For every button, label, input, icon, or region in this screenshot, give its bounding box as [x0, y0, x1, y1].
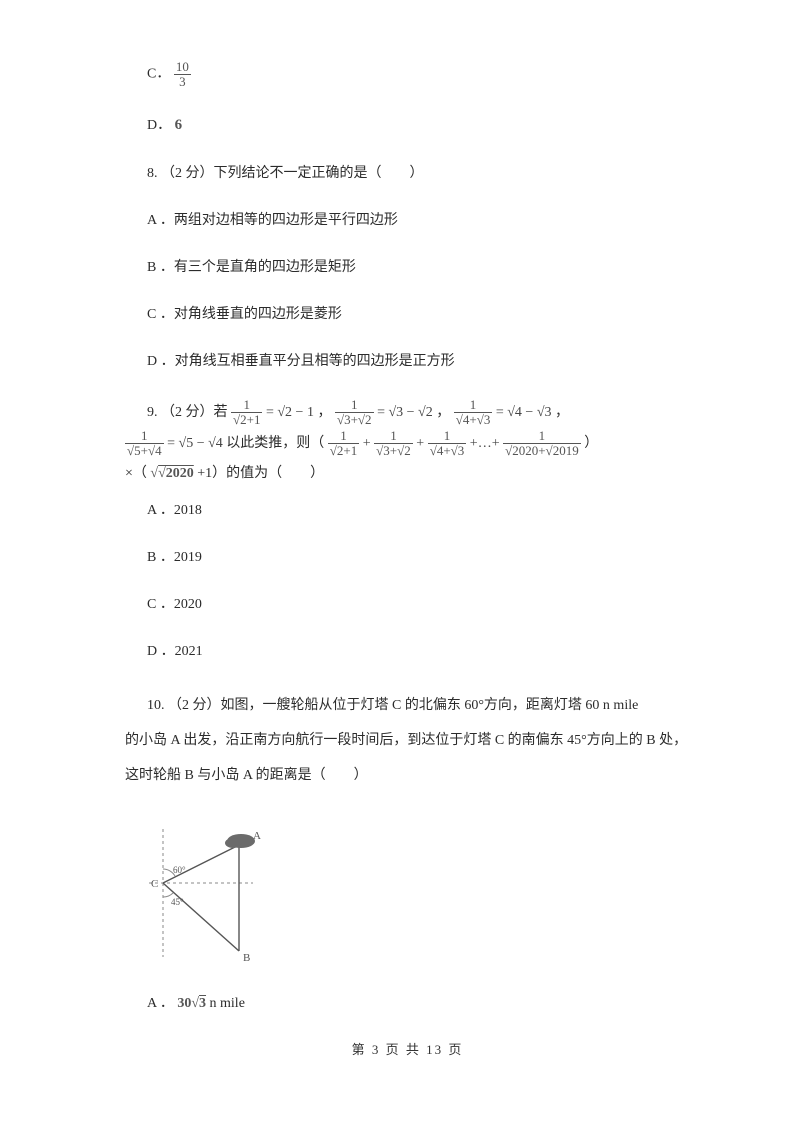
q7-optd-value: 6: [175, 114, 183, 137]
q9-sum3: 1√4+√3: [428, 429, 467, 457]
q7-option-d: D． 6: [125, 114, 690, 137]
q9-sum2: 1√3+√2: [374, 429, 413, 457]
q9-root2020: √√2020: [150, 459, 193, 490]
q9: 9. （2 分）若 1√2+1 = √2 − 1 ， 1√3+√2 = √3 −…: [125, 398, 690, 490]
svg-text:45°: 45°: [171, 897, 184, 907]
q9-eq2: 1√3+√2 = √3 − √2: [335, 398, 433, 429]
q8-stem: 8. （2 分）下列结论不一定正确的是（ ）: [125, 163, 690, 184]
q9-dots: +…+: [470, 436, 503, 451]
page-footer: 第 3 页 共 13 页: [125, 1040, 690, 1060]
q7-optd-prefix: D．: [147, 118, 171, 133]
q10-figure: A B C 60° 45°: [143, 819, 690, 967]
q9-sum1: 1√2+1: [328, 429, 359, 457]
q10-diagram: A B C 60° 45°: [143, 819, 275, 967]
q8-option-a: A ．两组对边相等的四边形是平行四边形: [125, 210, 690, 231]
q9-comma1: ，: [317, 405, 335, 420]
q10-a-unit: n mile: [210, 996, 245, 1011]
q9-pre: 9. （2 分）若: [125, 398, 228, 429]
q9-comma3: ，: [555, 405, 569, 420]
q10-line3: 这时轮船 B 与小岛 A 的距离是（ ）: [125, 758, 690, 793]
q10-a-val: 30√3: [177, 993, 206, 1014]
q10: 10. （2 分）如图，一艘轮船从位于灯塔 C 的北偏东 60°方向，距离灯塔 …: [125, 688, 690, 793]
q9-sum4: 1√2020+√2019: [503, 429, 581, 457]
q10-a-pre: A ．: [147, 996, 174, 1011]
q9-option-c: C ．2020: [125, 594, 690, 615]
q9-tail1: ）: [584, 436, 598, 451]
q9-midtxt: 以此类推，则（: [226, 436, 328, 451]
q9-option-d: D ．2021: [125, 641, 690, 662]
q8-option-b: B ．有三个是直角的四边形是矩形: [125, 257, 690, 278]
svg-text:A: A: [253, 830, 261, 842]
q9-option-a: A ．2018: [125, 500, 690, 521]
svg-text:60°: 60°: [173, 865, 186, 875]
q9-comma2: ，: [436, 405, 454, 420]
svg-text:B: B: [243, 952, 250, 964]
q9-option-b: B ．2019: [125, 547, 690, 568]
q9-eq1: 1√2+1 = √2 − 1: [231, 398, 314, 429]
q10-line1: 10. （2 分）如图，一艘轮船从位于灯塔 C 的北偏东 60°方向，距离灯塔 …: [125, 688, 690, 723]
q9-eq4: 1√5+√4 = √5 − √4: [125, 429, 223, 460]
q8-option-d: D ．对角线互相垂直平分且相等的四边形是正方形: [125, 351, 690, 372]
q10-line2: 的小岛 A 出发，沿正南方向航行一段时间后，到达位于灯塔 C 的南偏东 45°方…: [125, 723, 690, 758]
q7-option-c: C． 10 3: [125, 60, 690, 88]
q9-l3b: +1）的值为（ ）: [197, 466, 324, 481]
q7-optc-prefix: C．: [147, 66, 170, 81]
svg-text:C: C: [151, 878, 158, 890]
q9-eq3: 1√4+√3 = √4 − √3: [454, 398, 552, 429]
q7-optc-frac: 10 3: [174, 60, 191, 88]
q9-l3a: ×（: [125, 466, 150, 481]
q8-option-c: C ．对角线垂直的四边形是菱形: [125, 304, 690, 325]
q10-option-a: A ． 30√3 n mile: [125, 993, 690, 1014]
